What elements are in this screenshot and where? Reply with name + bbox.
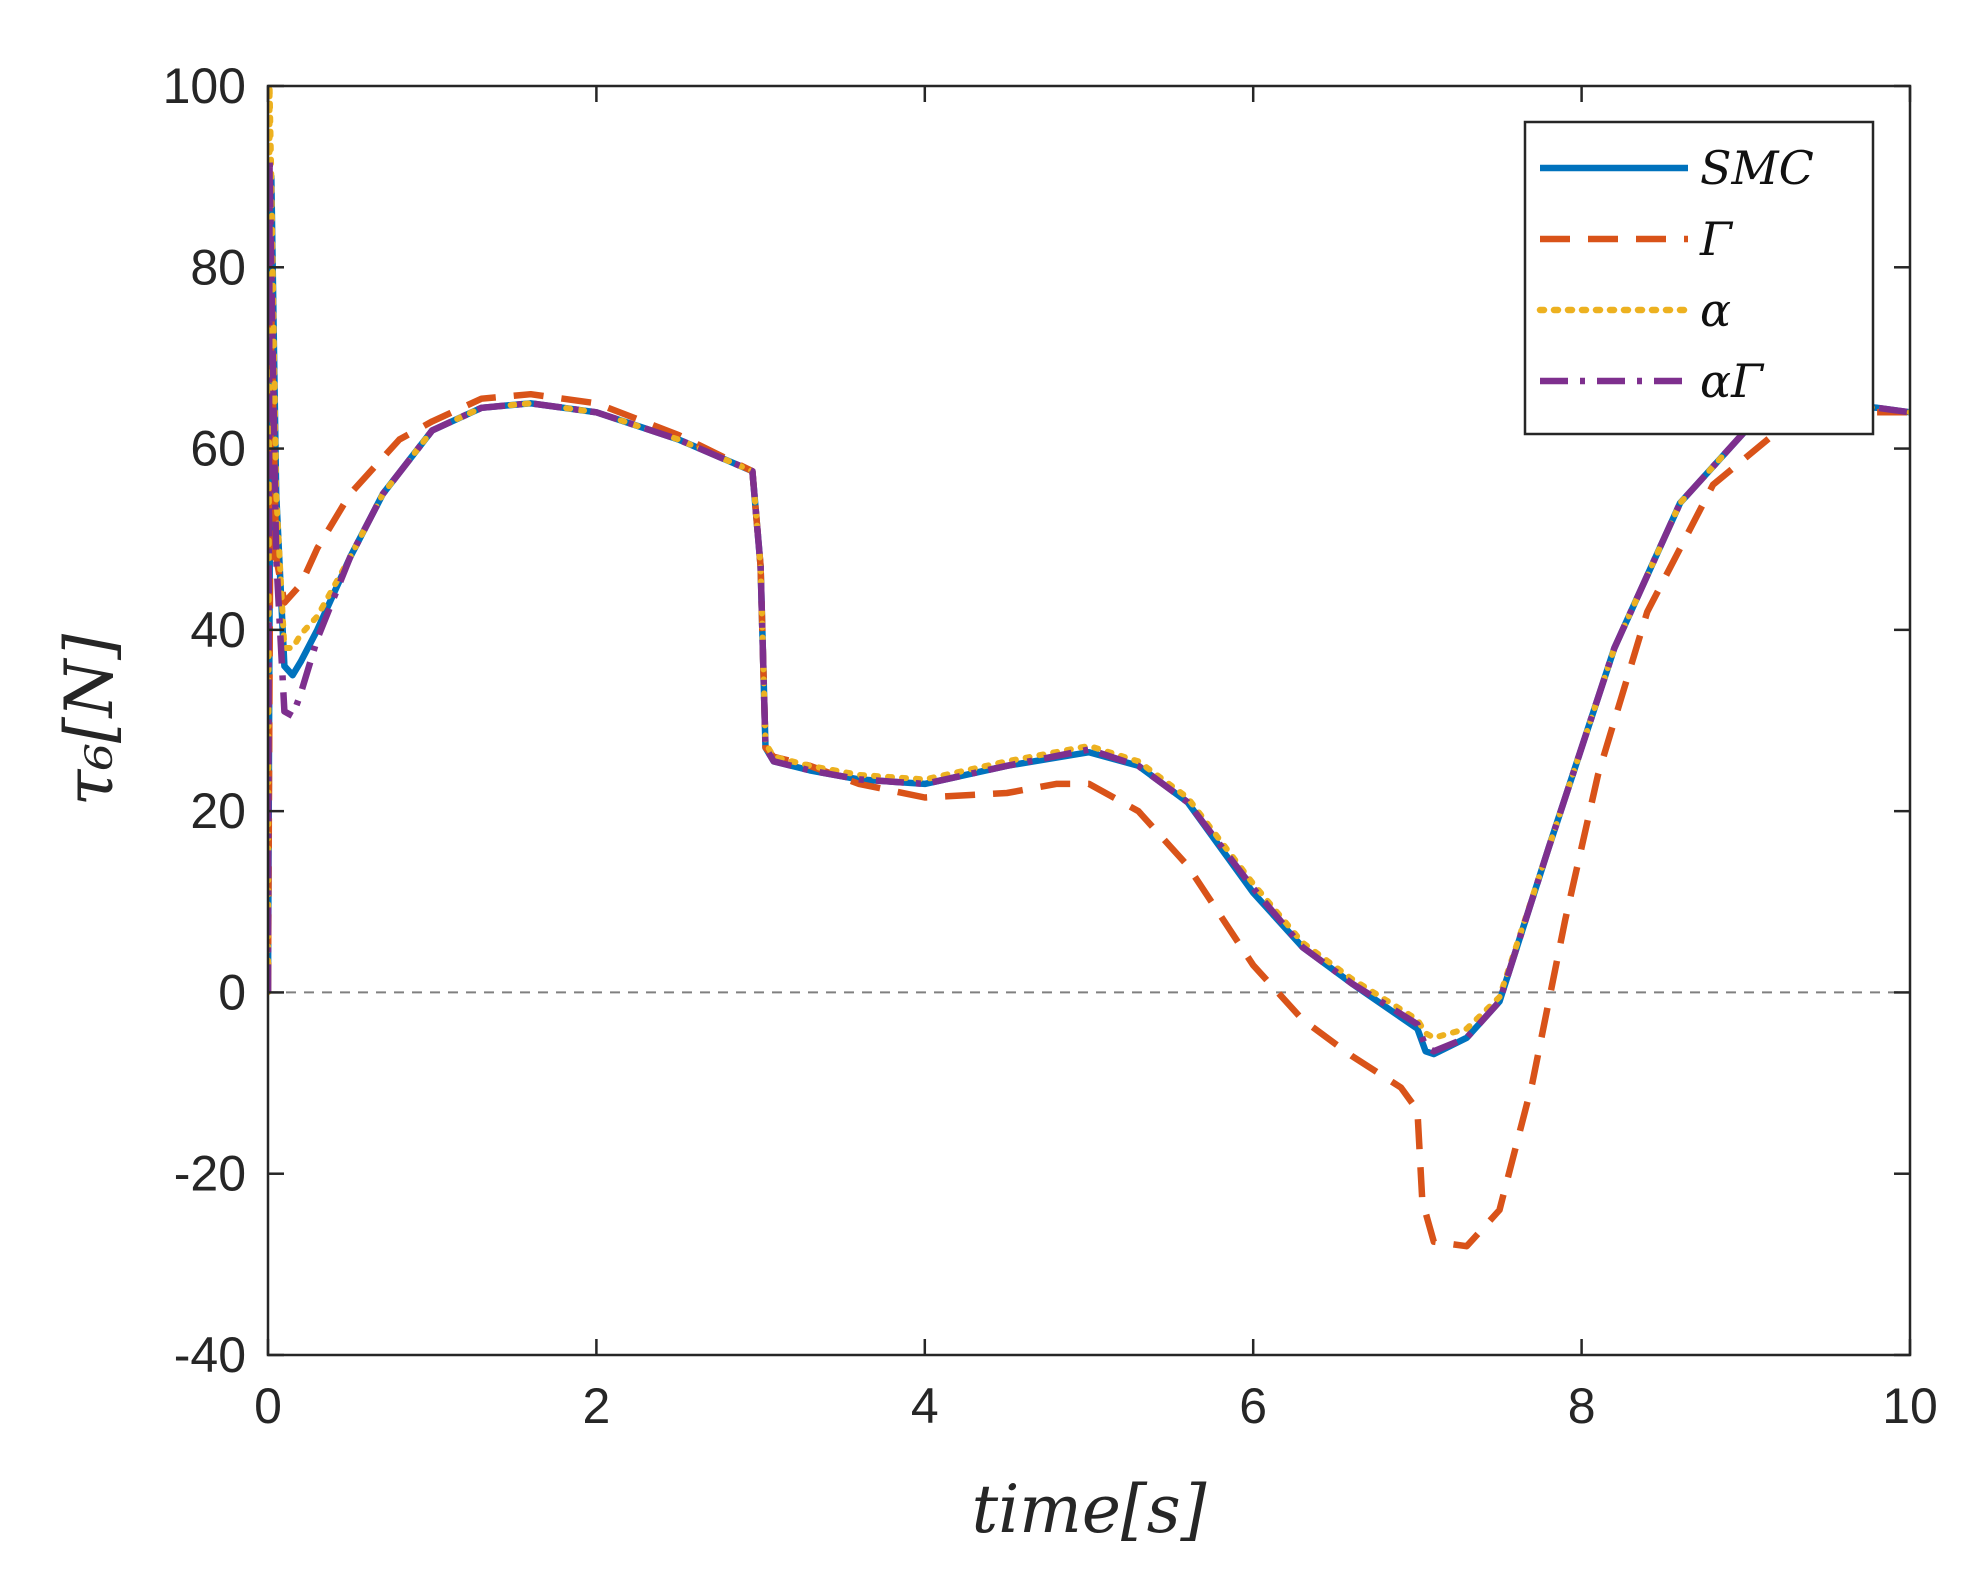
x-tick-label: 10: [1882, 1378, 1938, 1434]
series-line-3: [268, 155, 1910, 1055]
y-tick-label: 0: [218, 964, 246, 1020]
y-tick-label: 80: [190, 239, 246, 295]
series-group: [268, 86, 1910, 1250]
x-axis: 0 2 4 6 8 10: [254, 86, 1938, 1434]
y-tick-label: -20: [174, 1146, 246, 1202]
series-line-2: [268, 86, 1910, 1041]
series-line-1: [268, 309, 1910, 1250]
legend-label-1: Γ: [1699, 212, 1734, 266]
y-tick-label: 60: [190, 421, 246, 477]
x-tick-label: 8: [1568, 1378, 1596, 1434]
x-axis-title: time[s]: [972, 1471, 1207, 1548]
x-tick-label: 2: [582, 1378, 610, 1434]
y-axis: -40 -20 0 20 40 60 80 100: [163, 58, 1910, 1383]
y-tick-label: 20: [190, 783, 246, 839]
axes-box: [266, 84, 1912, 1357]
x-tick-label: 4: [911, 1378, 939, 1434]
legend-label-2: α: [1700, 283, 1731, 337]
y-tick-label: -40: [174, 1327, 246, 1383]
legend-label-3: αΓ: [1700, 354, 1765, 408]
legend-label-0: SMC: [1700, 141, 1814, 195]
y-axis-title: τ₆[N]: [51, 634, 128, 806]
y-tick-label: 100: [163, 58, 246, 114]
x-tick-label: 6: [1239, 1378, 1267, 1434]
y-tick-label: 40: [190, 602, 246, 658]
x-tick-label: 0: [254, 1378, 282, 1434]
legend: SMC Γα αΓ: [1523, 120, 1875, 436]
